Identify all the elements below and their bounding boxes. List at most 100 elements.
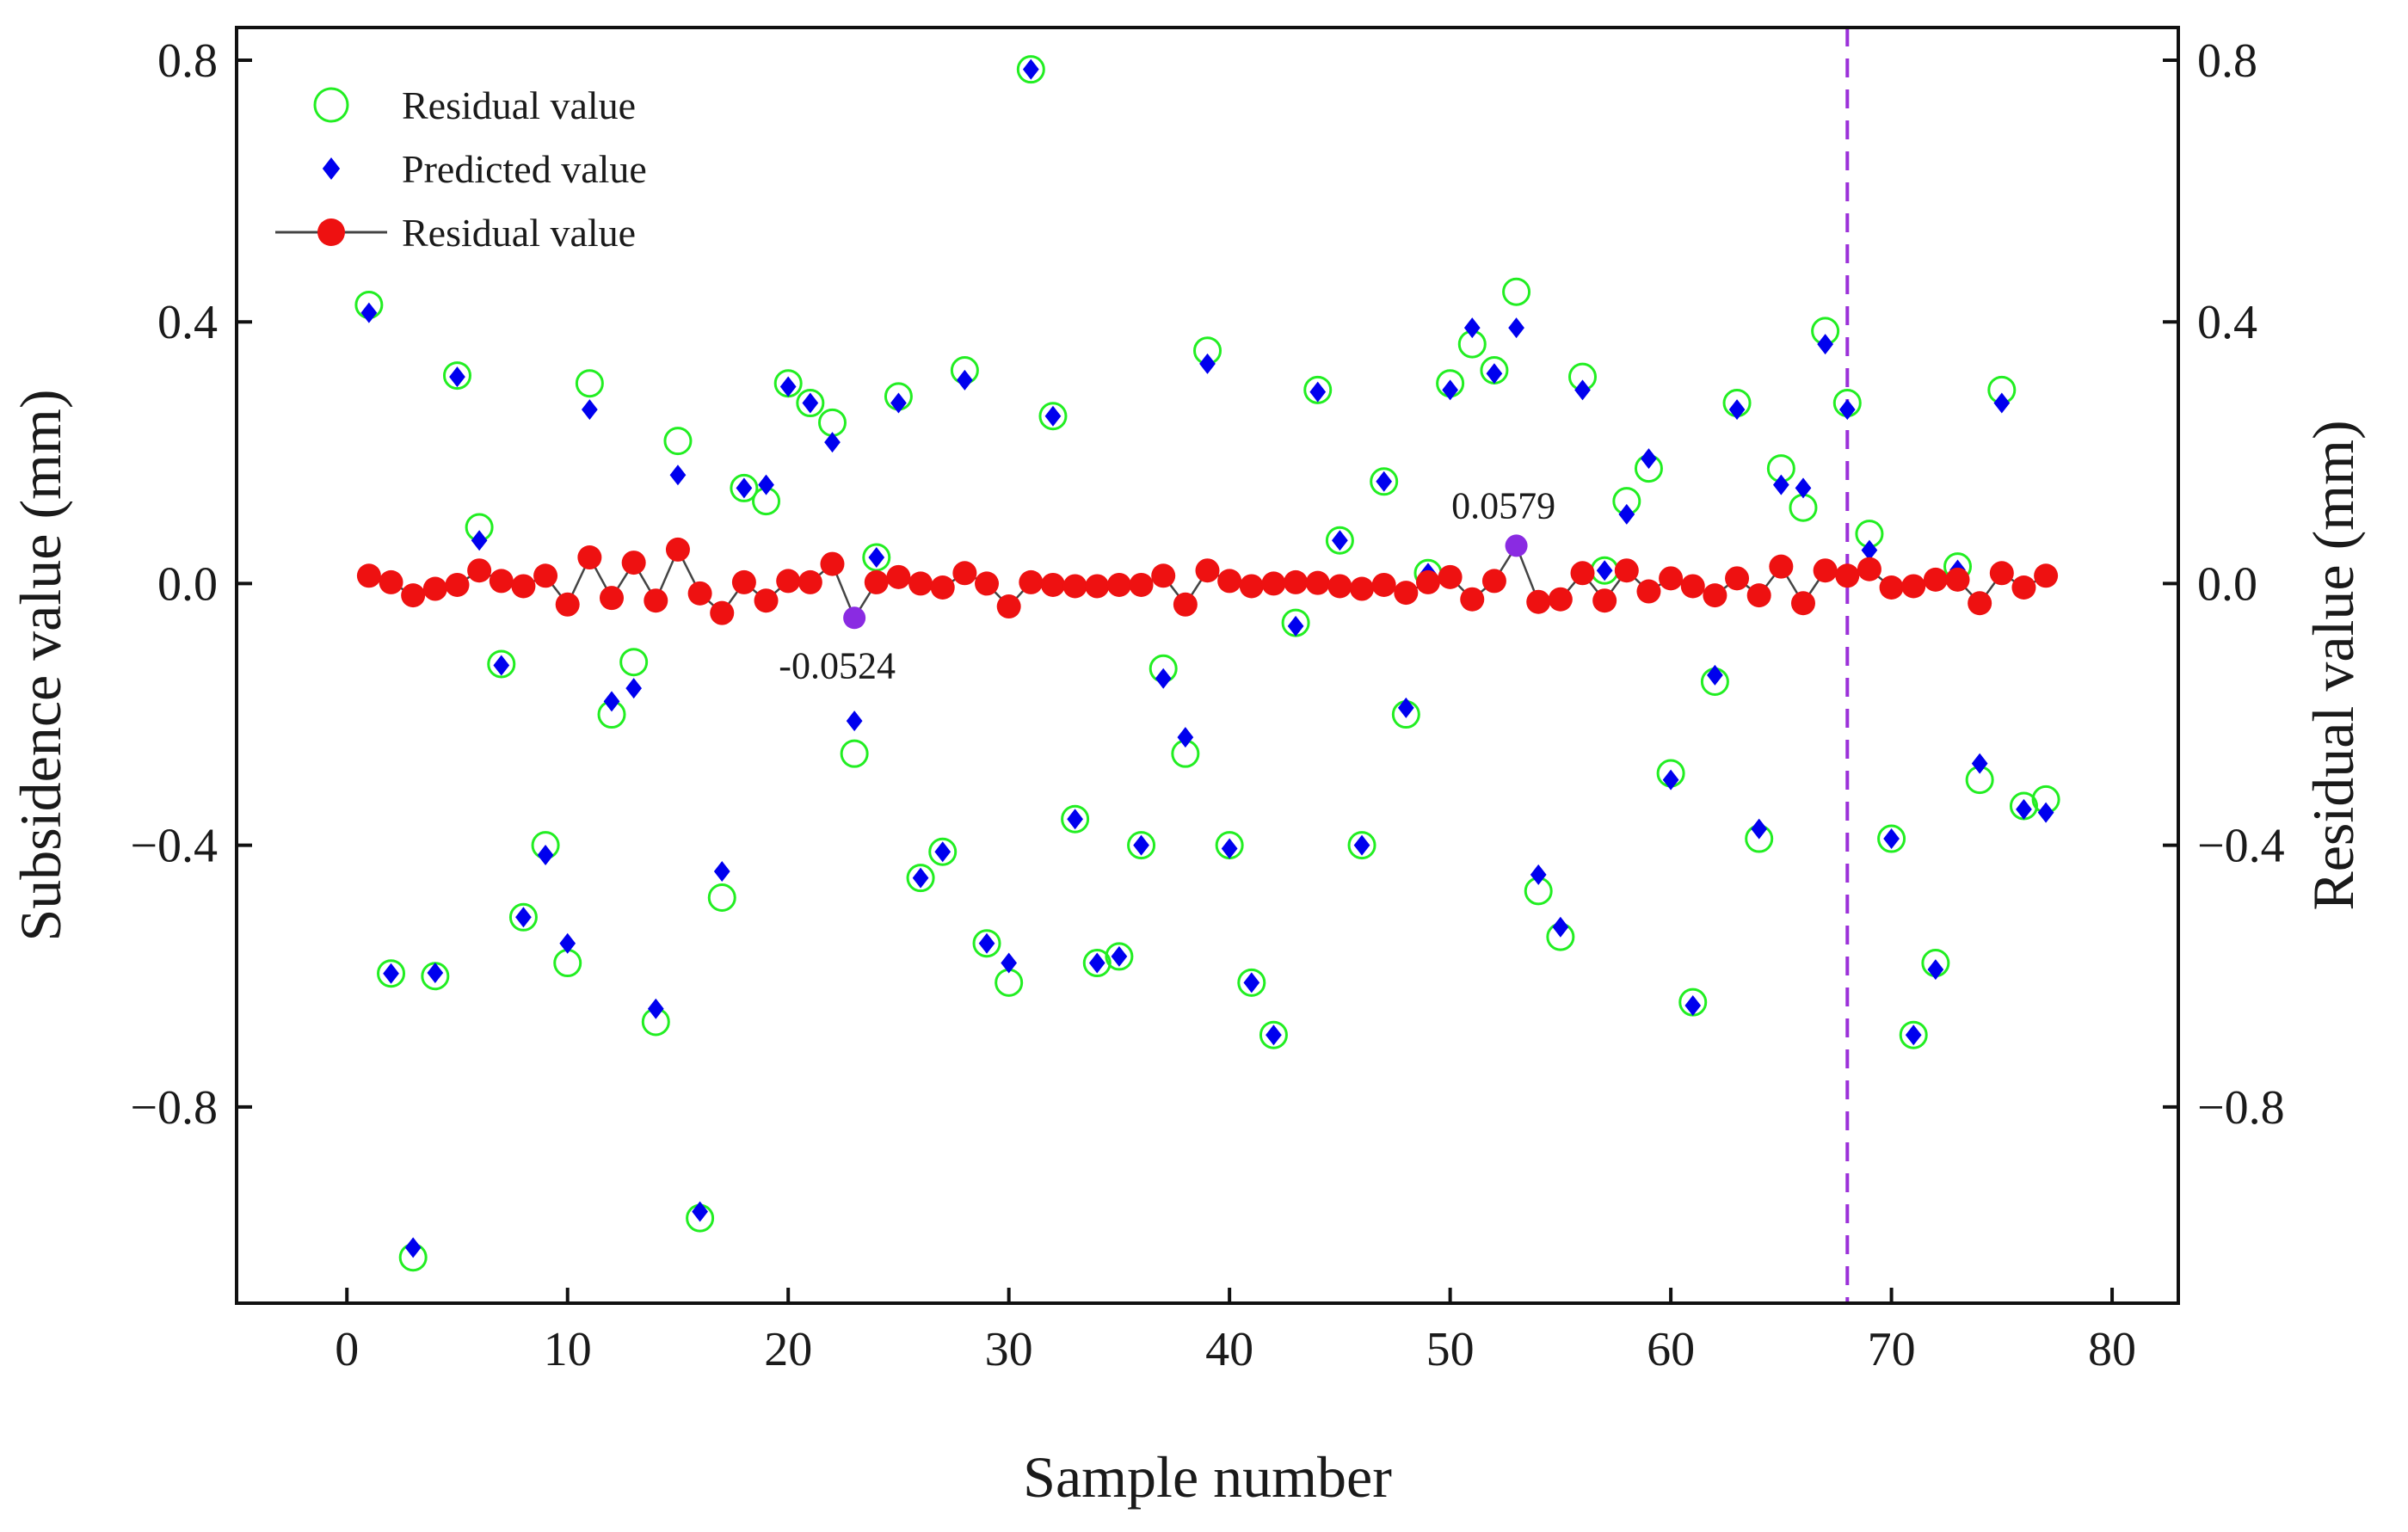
- residual-point: [1415, 569, 1440, 594]
- predicted-point: [713, 861, 730, 883]
- x-tick-label: 0: [335, 1323, 359, 1376]
- residual-point: [1725, 566, 1750, 591]
- predicted-point: [603, 691, 620, 712]
- predicted-point: [1155, 668, 1172, 689]
- predicted-point: [1353, 834, 1370, 856]
- actual-point: [1259, 1020, 1288, 1049]
- predicted-point: [1861, 539, 1878, 561]
- predicted-point: [1817, 334, 1833, 355]
- predicted-point: [1309, 381, 1327, 403]
- predicted-point: [493, 655, 510, 676]
- x-tick-label: 40: [1205, 1323, 1253, 1376]
- residual-point: [644, 588, 668, 613]
- predicted-point: [1067, 809, 1083, 830]
- residual-point: [467, 558, 492, 583]
- predicted-point: [758, 474, 774, 495]
- residual-point: [1481, 569, 1506, 594]
- residual-point: [776, 569, 801, 594]
- residual-point: [422, 576, 447, 601]
- residual-point: [1350, 576, 1375, 601]
- predicted-point: [647, 998, 664, 1019]
- actual-point: [508, 902, 538, 932]
- residual-point: [1901, 574, 1926, 599]
- predicted-point: [1508, 317, 1524, 339]
- predicted-point: [912, 867, 929, 889]
- actual-point: [619, 648, 649, 677]
- residual-point: [908, 571, 933, 596]
- predicted-point: [537, 845, 554, 866]
- residual-point: [401, 583, 426, 608]
- x-tick-label: 50: [1426, 1323, 1475, 1376]
- predicted-point: [625, 678, 643, 699]
- actual-point: [1016, 55, 1045, 84]
- residual-point: [1062, 574, 1087, 599]
- residual-point: [1217, 569, 1242, 594]
- residual-point: [1659, 566, 1684, 591]
- predicted-point: [1707, 664, 1723, 686]
- legend-label-residual: Residual value: [402, 211, 636, 255]
- predicted-point: [1177, 727, 1194, 748]
- residual-point: [533, 563, 558, 588]
- predicted-point: [1883, 828, 1900, 850]
- predicted-point: [1993, 392, 2011, 414]
- predicted-point: [404, 1237, 422, 1258]
- predicted-point: [1486, 363, 1503, 385]
- annotation-label: 0.0579: [1451, 484, 1555, 526]
- x-axis-title: Sample number: [1023, 1444, 1392, 1510]
- predicted-point: [824, 432, 841, 453]
- predicted-point: [1971, 753, 1988, 774]
- residual-point: [1173, 592, 1198, 617]
- y-tick-label-left: 0.4: [157, 296, 218, 349]
- residual-point: [1857, 557, 1881, 581]
- predicted-point: [559, 932, 576, 954]
- actual-point: [730, 473, 759, 502]
- predicted-point: [383, 963, 399, 984]
- residual-point: [1284, 569, 1309, 594]
- legend-label-actual: Residual value: [402, 83, 636, 127]
- residual-extreme-point: [843, 606, 866, 630]
- residual-point: [687, 581, 712, 606]
- residual-point: [511, 574, 536, 599]
- predicted-point: [1641, 448, 1657, 470]
- residual-point: [1968, 591, 1992, 616]
- residual-point: [1460, 587, 1485, 612]
- residual-point: [1879, 575, 1904, 600]
- residual-point: [754, 588, 779, 613]
- actual-point: [1347, 831, 1376, 860]
- predicted-point: [1772, 474, 1789, 495]
- predicted-point: [1530, 864, 1547, 885]
- y-tick-label-right: 0.8: [2197, 34, 2257, 88]
- residual-point: [1526, 589, 1551, 614]
- predicted-point: [1751, 818, 1768, 840]
- predicted-point: [978, 932, 995, 954]
- residual-point: [1636, 579, 1661, 604]
- predicted-point: [1838, 399, 1856, 421]
- residual-extreme-point: [1505, 534, 1528, 557]
- actual-point: [1061, 804, 1090, 834]
- residual-point: [1813, 558, 1838, 583]
- actual-point: [1502, 277, 1531, 306]
- residual-point: [952, 561, 977, 586]
- residual-point: [445, 572, 470, 597]
- actual-point: [906, 864, 935, 893]
- predicted-point: [427, 962, 444, 983]
- actual-point: [442, 361, 471, 391]
- predicted-point: [1596, 560, 1613, 581]
- predicted-point: [360, 302, 378, 323]
- legend-marker-predicted-diamond: [322, 157, 341, 180]
- residual-point: [1835, 563, 1860, 588]
- predicted-point: [957, 369, 973, 391]
- residual-point: [1394, 581, 1419, 606]
- predicted-point: [1728, 399, 1746, 421]
- predicted-point: [1243, 972, 1260, 994]
- actual-point: [1237, 968, 1266, 997]
- predicted-point: [1905, 1024, 1922, 1046]
- predicted-point: [1574, 379, 1591, 401]
- y-tick-label-right: −0.8: [2197, 1081, 2285, 1135]
- residual-point: [1746, 583, 1771, 608]
- residual-point: [1438, 564, 1463, 589]
- predicted-point: [1463, 317, 1481, 339]
- residual-point: [1923, 567, 1948, 592]
- x-tick-label: 10: [544, 1323, 592, 1376]
